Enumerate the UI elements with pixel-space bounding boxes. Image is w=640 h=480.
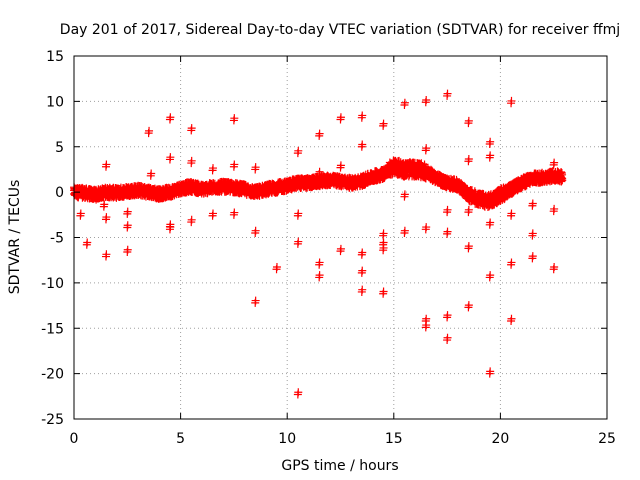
data-points <box>70 89 567 399</box>
chart-title: Day 201 of 2017, Sidereal Day-to-day VTE… <box>60 22 620 38</box>
